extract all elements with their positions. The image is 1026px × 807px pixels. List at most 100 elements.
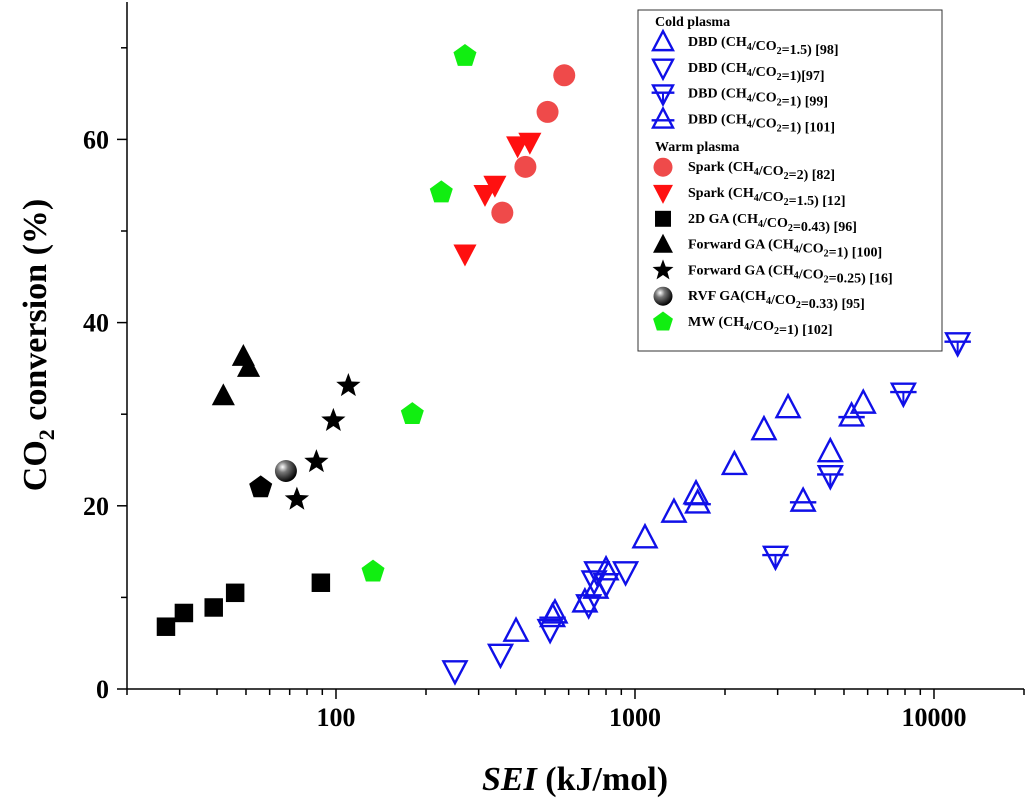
data-point — [592, 554, 620, 581]
marker-shape — [889, 382, 917, 409]
data-point — [336, 373, 361, 397]
data-point — [274, 459, 297, 482]
marker-shape — [204, 598, 223, 617]
marker-shape — [429, 180, 453, 203]
marker-shape — [284, 486, 310, 510]
marker-shape — [592, 554, 620, 581]
marker-shape — [774, 392, 802, 419]
data-point — [156, 617, 176, 636]
marker-shape — [441, 660, 469, 686]
marker-shape — [156, 617, 176, 636]
data-point — [311, 573, 331, 592]
data-point — [660, 497, 688, 523]
data-point — [249, 475, 273, 498]
legend-marker — [653, 233, 673, 253]
marker-shape — [651, 84, 675, 108]
marker-shape — [486, 643, 515, 670]
data-point — [849, 388, 877, 414]
data-point — [361, 559, 385, 582]
axes: 0 20 40 60 100 1000 10000 — [83, 2, 1025, 732]
data-points — [156, 43, 972, 686]
marker-shape — [849, 388, 877, 414]
y-tick-label: 20 — [83, 492, 109, 521]
legend-group-title: Cold plasma — [655, 15, 730, 30]
legend: Cold plasma DBD (CH4/CO2=1.5) [98] DBD (CH… — [637, 9, 943, 352]
legend-marker — [651, 28, 675, 52]
axis-titles: SEI (kJ/mol) CO2 conversion (%) — [17, 199, 668, 798]
marker-shape — [653, 184, 673, 204]
data-point — [491, 201, 514, 224]
marker-shape — [655, 210, 671, 227]
marker-shape — [652, 259, 674, 280]
data-point — [789, 486, 817, 512]
data-point — [536, 618, 564, 645]
data-point — [631, 522, 659, 549]
marker-shape — [453, 43, 477, 66]
data-point — [612, 561, 640, 587]
marker-shape — [653, 157, 673, 177]
data-point — [483, 175, 507, 198]
marker-shape — [304, 449, 329, 473]
x-tick-label: 1000 — [609, 703, 661, 732]
y-tick-label: 40 — [83, 309, 109, 338]
marker-shape — [660, 497, 688, 523]
legend-marker — [653, 286, 673, 306]
marker-shape — [174, 603, 194, 623]
y-tick-label: 60 — [83, 125, 109, 154]
marker-shape — [612, 561, 640, 587]
marker-shape — [225, 583, 245, 603]
marker-shape — [653, 233, 673, 253]
marker-shape — [575, 594, 603, 620]
legend-marker — [653, 311, 673, 331]
data-point — [473, 184, 497, 207]
data-point — [304, 449, 329, 473]
marker-shape — [592, 573, 620, 599]
legend-entry-label: MW (CH4/CO2=1) [102] — [688, 315, 832, 338]
marker-shape — [311, 573, 331, 592]
x-tick-label: 100 — [316, 703, 355, 732]
y-axis-title: CO2 conversion (%) — [17, 199, 59, 491]
marker-shape — [838, 400, 866, 427]
data-point — [514, 155, 537, 178]
marker-shape — [249, 475, 273, 498]
data-point — [838, 400, 866, 427]
data-point — [536, 100, 559, 123]
data-point — [174, 603, 194, 623]
marker-shape — [361, 559, 385, 582]
legend-entry-label: RVF GA(CH4/CO2=0.33) [95] — [688, 289, 865, 312]
marker-shape — [211, 383, 235, 406]
legend-group-title: Warm plasma — [655, 140, 739, 155]
legend-entry-label: DBD (CH4/CO2=1.5) [98] — [688, 35, 839, 58]
marker-shape — [453, 244, 477, 267]
data-point — [502, 616, 530, 642]
legend-entry-label: Spark (CH4/CO2=2) [82] — [688, 160, 835, 183]
legend-marker — [655, 210, 671, 227]
legend-entry-label: DBD (CH4/CO2=1) [99] — [688, 87, 828, 110]
x-axis-title: SEI (kJ/mol) — [482, 761, 668, 798]
marker-shape — [336, 373, 361, 397]
marker-shape — [761, 545, 790, 572]
legend-entry-label: 2D GA (CH4/CO2=0.43) [96] — [688, 212, 857, 235]
legend-marker — [651, 58, 675, 82]
marker-shape — [750, 414, 778, 441]
legend-box — [637, 9, 943, 352]
data-point — [774, 392, 802, 419]
marker-shape — [653, 311, 673, 331]
legend-entry-label: Forward GA (CH4/CO2=0.25) [16] — [688, 263, 893, 286]
data-point — [211, 383, 235, 406]
data-point — [429, 180, 453, 203]
marker-shape — [816, 436, 844, 463]
data-point — [684, 487, 712, 514]
y-tick-label: 0 — [96, 675, 109, 704]
data-point — [225, 583, 245, 603]
marker-shape — [483, 175, 507, 198]
legend-entry-label: DBD (CH4/CO2=1)[97] — [688, 61, 825, 84]
data-point — [889, 382, 917, 409]
data-point — [518, 132, 542, 155]
marker-shape — [321, 407, 346, 431]
data-point — [453, 43, 477, 66]
legend-marker — [653, 157, 673, 177]
marker-shape — [491, 201, 514, 224]
marker-shape — [539, 601, 567, 628]
